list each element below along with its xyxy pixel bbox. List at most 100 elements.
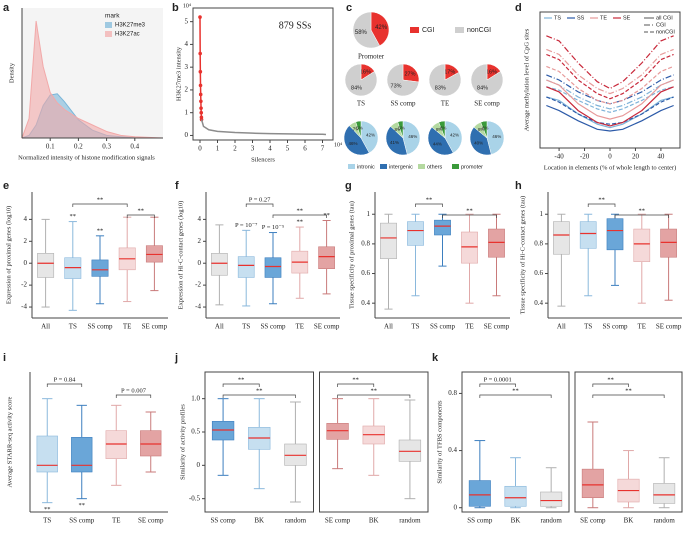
x-tick-label: All	[41, 323, 50, 331]
significance-label: **	[44, 506, 51, 513]
bracket	[222, 394, 296, 398]
slice-label: 84%	[351, 86, 362, 92]
pie-slice	[397, 120, 404, 139]
profile-line	[546, 35, 674, 90]
legend-swatch	[348, 164, 355, 169]
slice-label: 27%	[404, 71, 415, 77]
slice-label: 83%	[435, 85, 446, 91]
y-multiplier: 10⁴	[183, 3, 191, 9]
bracket	[337, 383, 375, 387]
plot-frame	[192, 7, 334, 141]
x-tick-label: SE comp	[656, 323, 682, 331]
x-tick-label: 0	[198, 145, 202, 153]
slice-label: 6%	[440, 126, 447, 131]
box	[488, 228, 505, 258]
x-tick-label: 0.3	[102, 143, 111, 151]
y-tick-label: 0	[24, 259, 28, 267]
legend-title: mark	[105, 13, 120, 20]
x-tick-label: -20	[580, 153, 590, 161]
bracket-label: **	[297, 207, 304, 214]
box	[606, 218, 624, 251]
curve-line	[199, 17, 203, 120]
x-tick-label: 0.1	[46, 143, 55, 151]
significance-label: **	[97, 227, 104, 234]
density-area	[21, 20, 164, 139]
x-tick-label: SS comp	[602, 323, 628, 331]
slice-label: 7%	[353, 127, 360, 132]
bracket	[337, 394, 411, 398]
box	[284, 443, 307, 466]
legend-label: intergenic	[389, 164, 413, 170]
pie-name: SE comp	[474, 100, 500, 108]
x-tick-label: TS	[43, 517, 51, 525]
box	[581, 468, 604, 499]
legend-swatch	[105, 22, 112, 28]
x-tick-label: SS comp	[260, 323, 286, 331]
profile-line	[546, 96, 674, 125]
panel-letter: e	[3, 180, 9, 192]
slice-label: 6%	[482, 126, 489, 131]
panel-frame	[204, 371, 314, 513]
x-tick-label: random	[399, 517, 421, 525]
box	[105, 430, 127, 459]
significance-label: P = 10⁻⁵	[262, 224, 285, 231]
bracket-label: **	[138, 207, 145, 214]
curve-point	[198, 83, 203, 88]
panel-frame	[461, 371, 570, 513]
legend-label: nonCGI	[467, 27, 491, 34]
curve-point	[199, 106, 203, 110]
legend-label: all CGI	[656, 15, 673, 21]
significance-label: P = 10⁻⁷	[235, 222, 258, 229]
bracket	[592, 383, 629, 387]
x-tick-label: 0	[608, 153, 612, 161]
y-tick-label: 4	[198, 215, 202, 223]
y-axis-label: H3K27me3 intensity	[175, 46, 182, 101]
significance-label: **	[323, 212, 330, 219]
box	[434, 219, 451, 236]
profile-line	[546, 53, 674, 100]
bracket-label: **	[238, 376, 245, 383]
pie-slice	[355, 120, 362, 139]
y-tick-label: 0	[198, 259, 202, 267]
y-tick-label: 1	[540, 210, 544, 218]
y-tick-label: -4	[195, 303, 201, 311]
legend-label: SE	[623, 15, 631, 21]
slice-label: 41%	[390, 140, 399, 145]
bracket-label: **	[466, 207, 473, 214]
legend-label: TS	[554, 15, 561, 21]
y-tick-label: 5	[185, 17, 189, 25]
panel-letter: i	[3, 352, 6, 364]
slice-label: 40%	[474, 140, 483, 145]
box	[237, 256, 255, 278]
legend-label: TE	[600, 15, 607, 21]
y-tick-label: 2	[24, 237, 28, 245]
panel-letter: g	[345, 180, 352, 192]
x-tick-label: SS comp	[430, 323, 456, 331]
pie-slice	[438, 120, 446, 139]
bracket	[415, 203, 443, 207]
profile-line	[546, 48, 674, 95]
y-tick-label: -2	[21, 281, 27, 289]
box	[264, 257, 282, 278]
bracket-label: P = 0.84	[54, 376, 76, 383]
x-tick-label: 2	[233, 145, 237, 153]
legend-swatch	[105, 31, 112, 37]
y-tick-label: 0.5	[191, 428, 200, 436]
bracket-label: **	[256, 387, 263, 394]
x-tick-label: 7	[321, 145, 325, 153]
box	[461, 231, 478, 264]
box	[398, 439, 422, 462]
pie-slice	[402, 120, 421, 155]
legend-swatch	[380, 164, 387, 169]
pie-slice	[428, 63, 462, 97]
pie-slice	[486, 120, 505, 155]
box	[211, 253, 228, 276]
slice-label: 42%	[375, 25, 388, 31]
x-tick-label: 20	[632, 153, 640, 161]
bracket-label: **	[512, 387, 519, 394]
x-tick-label: 40	[657, 153, 665, 161]
y-tick-label: 2	[198, 237, 202, 245]
x-tick-label: BK	[624, 517, 634, 525]
